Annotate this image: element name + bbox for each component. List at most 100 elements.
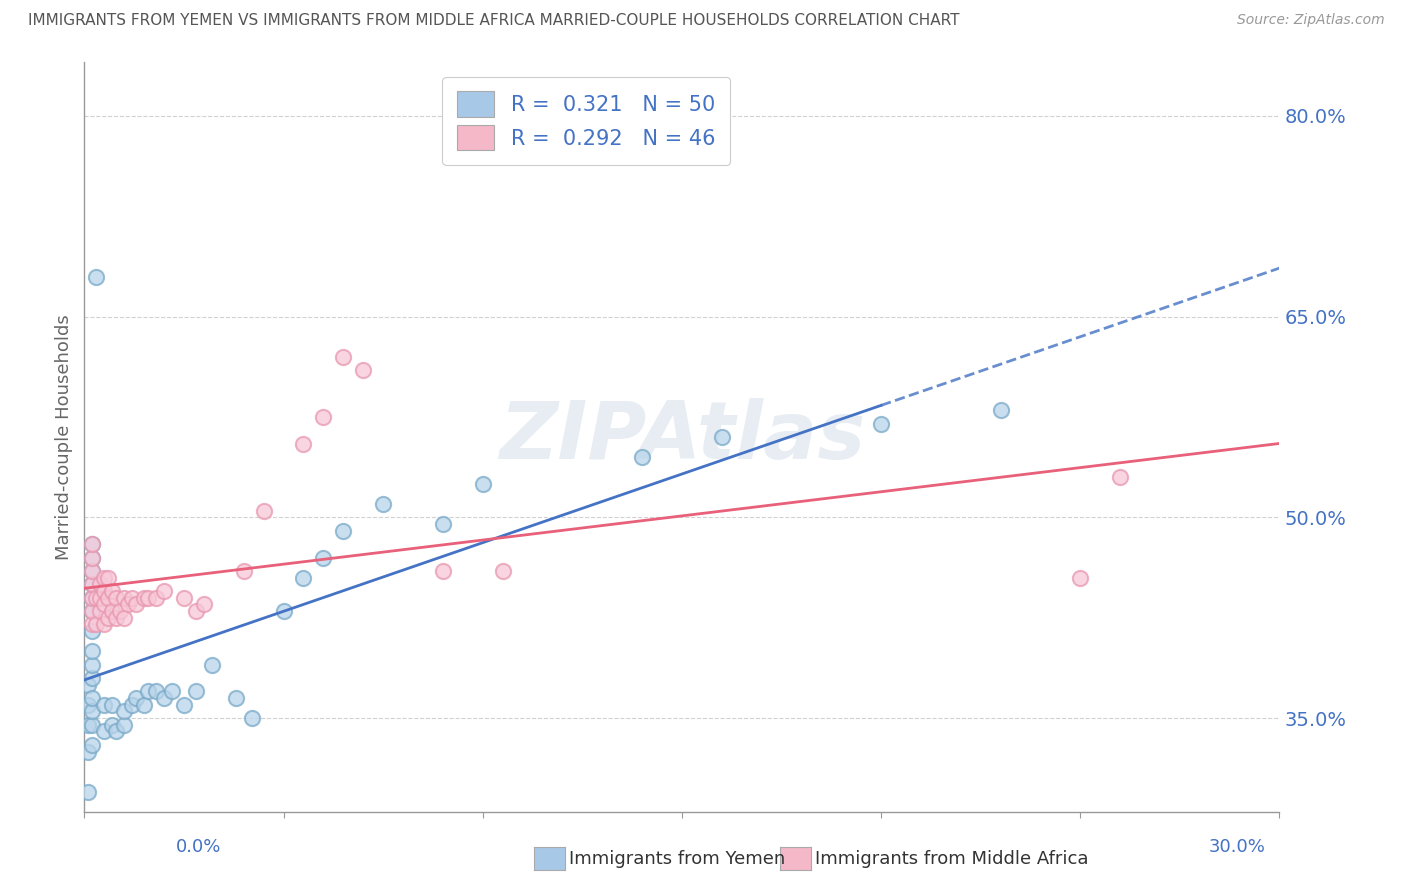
Point bbox=[312, 410, 335, 425]
Point bbox=[86, 617, 108, 632]
Point bbox=[89, 577, 111, 591]
Point bbox=[121, 591, 143, 605]
Point bbox=[631, 450, 654, 464]
Point bbox=[105, 611, 128, 625]
Point bbox=[110, 604, 132, 618]
Text: Source: ZipAtlas.com: Source: ZipAtlas.com bbox=[1237, 13, 1385, 28]
Point bbox=[77, 785, 100, 799]
Point bbox=[145, 591, 167, 605]
Point bbox=[132, 591, 156, 605]
Point bbox=[82, 577, 104, 591]
Point bbox=[145, 684, 167, 698]
Point bbox=[990, 403, 1012, 417]
Point bbox=[93, 571, 115, 585]
Point bbox=[132, 698, 156, 712]
Point bbox=[332, 524, 354, 538]
Point bbox=[77, 698, 100, 712]
Point bbox=[97, 571, 120, 585]
Point bbox=[101, 604, 124, 618]
Text: 0.0%: 0.0% bbox=[176, 838, 221, 856]
Point bbox=[117, 598, 139, 612]
Point bbox=[136, 591, 159, 605]
Point bbox=[1069, 571, 1091, 585]
Point bbox=[105, 591, 128, 605]
Point bbox=[184, 684, 207, 698]
Point bbox=[201, 657, 224, 672]
Point bbox=[432, 564, 454, 578]
Point bbox=[710, 430, 733, 444]
Point bbox=[77, 717, 100, 731]
Point bbox=[77, 744, 100, 758]
Point bbox=[125, 691, 148, 706]
Point bbox=[82, 717, 104, 731]
Point bbox=[160, 684, 183, 698]
Point bbox=[82, 577, 104, 591]
Point bbox=[82, 738, 104, 752]
Point bbox=[332, 350, 354, 364]
Point bbox=[82, 624, 104, 639]
Point bbox=[193, 598, 215, 612]
Point bbox=[492, 564, 515, 578]
Point bbox=[232, 564, 254, 578]
Text: 30.0%: 30.0% bbox=[1209, 838, 1265, 856]
Point bbox=[153, 584, 176, 599]
Point bbox=[292, 571, 315, 585]
Point bbox=[93, 698, 115, 712]
Point bbox=[1109, 470, 1132, 484]
Point bbox=[82, 591, 104, 605]
Point bbox=[240, 711, 263, 725]
Point bbox=[136, 684, 159, 698]
Text: IMMIGRANTS FROM YEMEN VS IMMIGRANTS FROM MIDDLE AFRICA MARRIED-COUPLE HOUSEHOLDS: IMMIGRANTS FROM YEMEN VS IMMIGRANTS FROM… bbox=[28, 13, 960, 29]
Point bbox=[82, 537, 104, 551]
Legend: R =  0.321   N = 50, R =  0.292   N = 46: R = 0.321 N = 50, R = 0.292 N = 46 bbox=[443, 77, 730, 165]
Point bbox=[82, 550, 104, 565]
Point bbox=[82, 691, 104, 706]
Point bbox=[105, 724, 128, 739]
Point bbox=[112, 705, 135, 719]
Point bbox=[112, 611, 135, 625]
Point bbox=[93, 584, 115, 599]
Point bbox=[184, 604, 207, 618]
Point bbox=[82, 604, 104, 618]
Point bbox=[93, 598, 115, 612]
Point bbox=[97, 591, 120, 605]
Point bbox=[112, 717, 135, 731]
Text: Immigrants from Yemen: Immigrants from Yemen bbox=[569, 850, 786, 868]
Point bbox=[112, 591, 135, 605]
Point bbox=[125, 598, 148, 612]
Point bbox=[471, 476, 494, 491]
Point bbox=[77, 678, 100, 692]
Point bbox=[82, 550, 104, 565]
Point bbox=[82, 564, 104, 578]
Point bbox=[870, 417, 893, 431]
Point bbox=[82, 537, 104, 551]
Point bbox=[89, 591, 111, 605]
Y-axis label: Married-couple Households: Married-couple Households bbox=[55, 314, 73, 560]
Point bbox=[101, 698, 124, 712]
Point bbox=[82, 617, 104, 632]
Point bbox=[97, 611, 120, 625]
Point bbox=[432, 517, 454, 532]
Point bbox=[225, 691, 247, 706]
Point bbox=[352, 363, 374, 377]
Point bbox=[82, 591, 104, 605]
Point bbox=[82, 705, 104, 719]
Point bbox=[82, 564, 104, 578]
Point bbox=[86, 591, 108, 605]
Point bbox=[101, 717, 124, 731]
Point bbox=[312, 550, 335, 565]
Point bbox=[93, 617, 115, 632]
Point bbox=[253, 503, 276, 517]
Point bbox=[101, 584, 124, 599]
Text: ZIPAtlas: ZIPAtlas bbox=[499, 398, 865, 476]
Point bbox=[173, 698, 195, 712]
Point bbox=[82, 671, 104, 685]
Point bbox=[89, 604, 111, 618]
Point bbox=[82, 657, 104, 672]
Point bbox=[173, 591, 195, 605]
Point bbox=[93, 724, 115, 739]
Point bbox=[82, 644, 104, 658]
Point bbox=[273, 604, 295, 618]
Point bbox=[292, 436, 315, 450]
Point bbox=[121, 698, 143, 712]
